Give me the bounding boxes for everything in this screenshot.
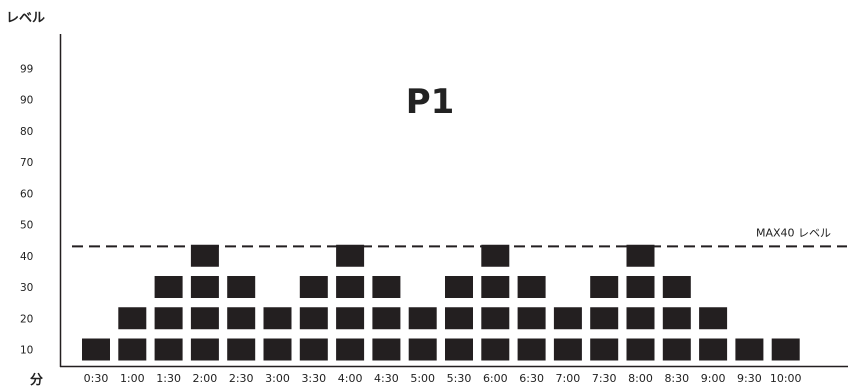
x-tick-label: 9:00 bbox=[701, 372, 726, 385]
bar-block bbox=[590, 307, 619, 330]
x-tick-label: 9:30 bbox=[737, 372, 762, 385]
bar-block bbox=[590, 276, 619, 298]
x-tick-label: 5:30 bbox=[447, 372, 472, 385]
y-tick-label: 60 bbox=[20, 188, 33, 200]
y-tick-label: 10 bbox=[20, 345, 33, 357]
bar-block bbox=[517, 338, 546, 361]
bar-block bbox=[626, 307, 655, 330]
y-axis-title: レベル bbox=[6, 11, 45, 26]
bar-block bbox=[154, 338, 183, 361]
bar-block bbox=[699, 338, 728, 361]
bar-block bbox=[481, 276, 510, 298]
bar-block bbox=[118, 338, 147, 361]
bar-block bbox=[517, 276, 546, 298]
x-tick-label: 8:00 bbox=[628, 372, 653, 385]
bar-block bbox=[662, 338, 691, 361]
bar-block bbox=[336, 244, 365, 267]
bar-block bbox=[336, 276, 365, 298]
bar-block bbox=[227, 307, 256, 330]
bar-block bbox=[408, 307, 437, 330]
bar-block bbox=[626, 338, 655, 361]
x-tick-label: 2:30 bbox=[229, 372, 254, 385]
bar-block bbox=[227, 338, 256, 361]
x-tick-label: 5:00 bbox=[410, 372, 435, 385]
x-tick-label: 0:30 bbox=[84, 372, 109, 385]
x-tick-label: 7:30 bbox=[592, 372, 617, 385]
bar-block bbox=[481, 244, 510, 267]
x-tick-label: 2:00 bbox=[193, 372, 218, 385]
x-tick-label: 10:00 bbox=[770, 372, 802, 385]
y-tick-label: 50 bbox=[20, 220, 33, 232]
bar-block bbox=[662, 307, 691, 330]
bar-block bbox=[626, 276, 655, 298]
bar-block bbox=[336, 307, 365, 330]
bar-block bbox=[445, 338, 473, 361]
bar-block bbox=[336, 338, 365, 361]
bar-block bbox=[408, 338, 437, 361]
x-tick-label: 3:30 bbox=[301, 372, 326, 385]
bar-block bbox=[445, 307, 473, 330]
bar-block bbox=[190, 244, 219, 267]
bar-block bbox=[735, 338, 764, 361]
bar-block bbox=[82, 338, 110, 361]
bar-block bbox=[626, 244, 655, 267]
bar-block bbox=[299, 276, 328, 298]
x-tick-label: 6:30 bbox=[519, 372, 544, 385]
x-axis-title: 分 bbox=[30, 372, 43, 388]
bar-block bbox=[590, 338, 619, 361]
x-tick-label: 8:30 bbox=[664, 372, 689, 385]
x-tick-label: 1:30 bbox=[156, 372, 181, 385]
bar-block bbox=[553, 307, 582, 330]
bar-block bbox=[154, 276, 183, 298]
bar-block bbox=[445, 276, 473, 298]
bar-block bbox=[263, 338, 292, 361]
y-tick-label: 80 bbox=[20, 126, 33, 138]
y-tick-label: 90 bbox=[20, 95, 33, 107]
x-tick-label: 4:30 bbox=[374, 372, 399, 385]
x-tick-label: 7:00 bbox=[556, 372, 581, 385]
bar-block bbox=[227, 276, 256, 298]
chart-title: P1 bbox=[406, 82, 455, 122]
x-tick-label: 1:00 bbox=[120, 372, 145, 385]
bar-block bbox=[299, 338, 328, 361]
bar-block bbox=[372, 307, 401, 330]
bar-block bbox=[517, 307, 546, 330]
bar-block bbox=[553, 338, 582, 361]
y-tick-label: 30 bbox=[20, 282, 33, 294]
bar-block bbox=[190, 307, 219, 330]
bar-block bbox=[699, 307, 728, 330]
y-tick-label: 40 bbox=[20, 251, 33, 263]
bar-block bbox=[190, 338, 219, 361]
x-tick-label: 3:00 bbox=[265, 372, 290, 385]
bar-block bbox=[118, 307, 147, 330]
bar-block bbox=[372, 276, 401, 298]
bar-block bbox=[299, 307, 328, 330]
bar-block bbox=[372, 338, 401, 361]
max-level-label: MAX40 レベル bbox=[756, 226, 831, 239]
x-tick-label: 4:00 bbox=[338, 372, 363, 385]
bar-block bbox=[263, 307, 292, 330]
bar-block bbox=[481, 338, 510, 361]
bar-block bbox=[662, 276, 691, 298]
bar-block bbox=[771, 338, 800, 361]
bar-block bbox=[481, 307, 510, 330]
bar-block bbox=[190, 276, 219, 298]
bar-block bbox=[154, 307, 183, 330]
y-tick-label: 99 bbox=[20, 63, 33, 75]
y-tick-label: 20 bbox=[20, 313, 33, 325]
y-tick-label: 70 bbox=[20, 157, 33, 169]
x-tick-label: 6:00 bbox=[483, 372, 508, 385]
